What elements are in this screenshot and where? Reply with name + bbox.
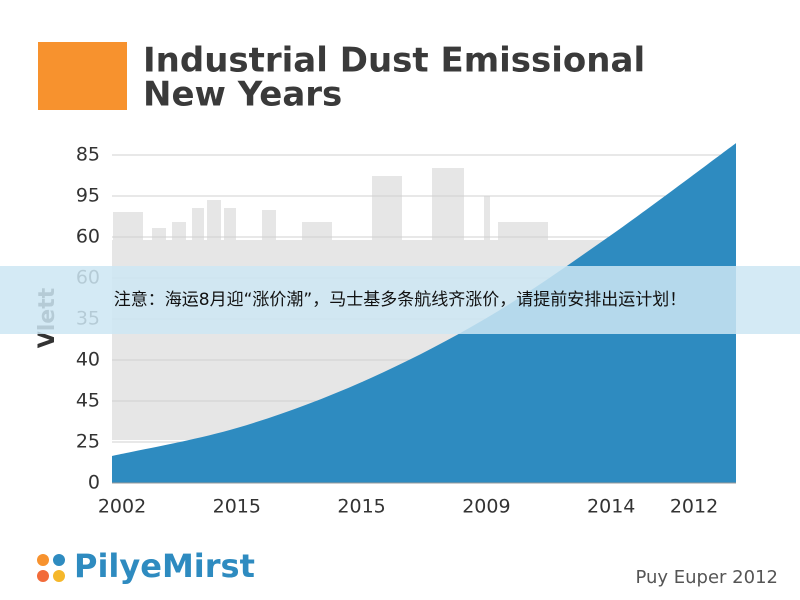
y-tick-label: 95 [76,185,100,207]
x-tick-label: 2009 [462,496,510,518]
x-tick-label: 2015 [337,496,385,518]
notice-banner [0,266,800,334]
x-tick-label: 2002 [98,496,146,518]
x-tick-label: 2015 [213,496,261,518]
brand-logo [37,554,65,582]
x-tick-label: 2014 [587,496,635,518]
chart-title: New Years [143,75,342,115]
x-tick-label: 2012 [670,496,718,518]
footer-text: Puy Euper 2012 [635,567,778,588]
y-tick-label: 45 [76,390,100,412]
y-tick-label: 60 [76,226,100,248]
title-badge [38,42,127,110]
brand-name: PilyeMirst [74,547,255,585]
chart-title: Industrial Dust Emissional [143,41,645,81]
y-tick-label: 40 [76,349,100,371]
y-tick-label: 85 [76,144,100,166]
notice-text: 注意：海运8月迎“涨价潮”，马士基多条航线齐涨价，请提前安排出运计划！ [114,290,686,310]
y-tick-label: 0 [88,472,100,494]
area [112,143,736,484]
y-tick-label: 25 [76,431,100,453]
